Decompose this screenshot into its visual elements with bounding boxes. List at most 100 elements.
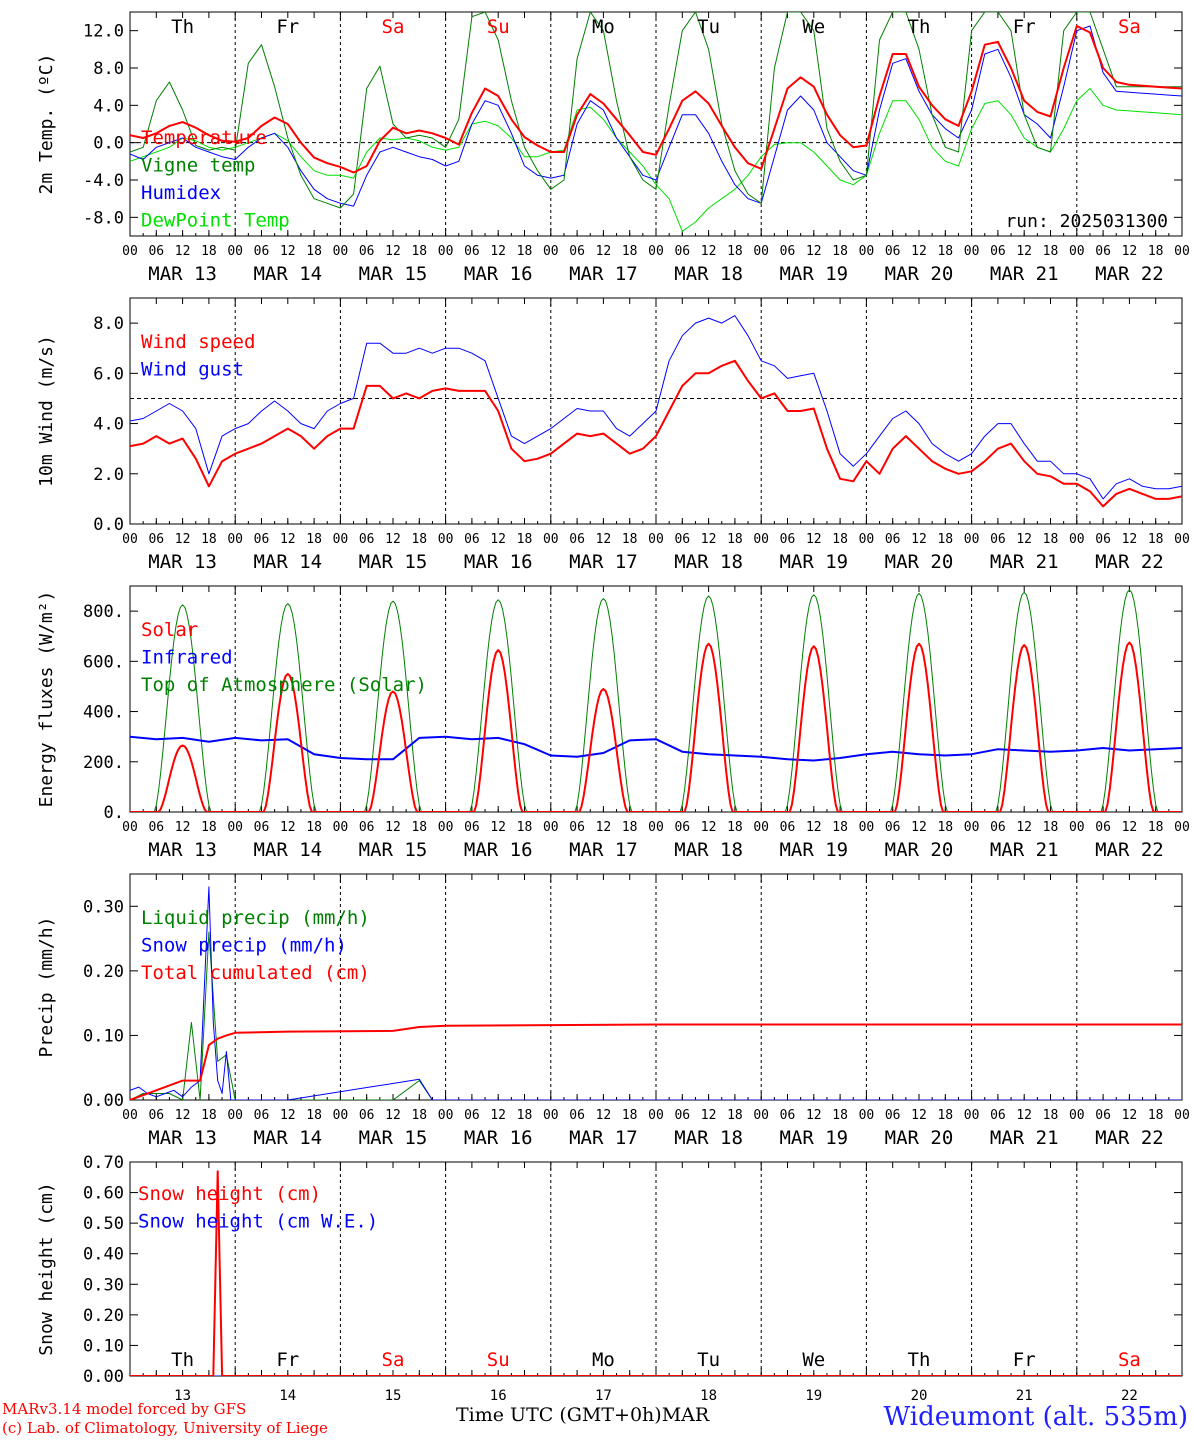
hour-tick-label: 00 (964, 532, 980, 547)
hour-tick-label: 18 (937, 1108, 953, 1123)
day-number-label: 21 (1016, 1388, 1033, 1404)
hour-tick-label: 12 (1122, 820, 1138, 835)
hour-tick-label: 00 (122, 532, 138, 547)
hour-tick-label: 18 (517, 820, 533, 835)
day-number-label: 14 (279, 1388, 296, 1404)
hour-tick-label: 06 (990, 244, 1006, 259)
series-humidex (130, 25, 1182, 207)
y-tick-label: 800. (83, 602, 124, 622)
hour-tick-label: 00 (964, 820, 980, 835)
date-label: MAR 16 (464, 839, 533, 861)
hour-tick-label: 06 (1095, 1108, 1111, 1123)
hour-tick-label: 00 (1174, 532, 1190, 547)
y-axis-label: 2m Temp. (ºC) (36, 54, 57, 195)
x-axis-title: Time UTC (GMT+0h)MAR (456, 1404, 709, 1426)
hour-tick-label: 18 (832, 244, 848, 259)
y-tick-label: 400. (83, 703, 124, 723)
date-label: MAR 14 (253, 1127, 322, 1149)
hour-tick-label: 18 (201, 244, 217, 259)
date-label: MAR 19 (779, 263, 848, 285)
date-label: MAR 17 (569, 1127, 638, 1149)
hour-tick-label: 18 (1148, 820, 1164, 835)
weekday-label: Th (908, 1349, 931, 1371)
date-label: MAR 14 (253, 263, 322, 285)
hour-tick-label: 18 (937, 820, 953, 835)
credit-lab: (c) Lab. of Climatology, University of L… (2, 1419, 328, 1437)
y-tick-label: 0. (104, 803, 124, 823)
panel-energy (129, 585, 1183, 813)
y-tick-label: -8.0 (83, 208, 124, 228)
hour-tick-label: 00 (227, 820, 243, 835)
y-tick-label: 0.20 (83, 1306, 124, 1326)
hour-tick-label: 06 (990, 1108, 1006, 1123)
hour-tick-label: 12 (806, 244, 822, 259)
hour-tick-label: 12 (280, 244, 296, 259)
hour-tick-label: 12 (175, 532, 191, 547)
hour-tick-label: 00 (333, 1108, 349, 1123)
date-label: MAR 13 (148, 1127, 217, 1149)
hour-tick-label: 12 (701, 820, 717, 835)
weekday-label: We (802, 16, 825, 38)
hour-tick-label: 06 (674, 820, 690, 835)
hour-tick-label: 12 (490, 820, 506, 835)
y-tick-label: 200. (83, 753, 124, 773)
hour-tick-label: 00 (438, 1108, 454, 1123)
hour-tick-label: 18 (622, 244, 638, 259)
hour-tick-label: 06 (464, 820, 480, 835)
hour-tick-label: 00 (753, 820, 769, 835)
hour-tick-label: 18 (411, 820, 427, 835)
date-label: MAR 20 (885, 551, 954, 573)
hour-tick-label: 06 (569, 532, 585, 547)
hour-tick-label: 06 (148, 820, 164, 835)
legend-entry: Total cumulated (cm) (141, 962, 370, 984)
y-tick-label: 0.20 (83, 962, 124, 982)
hour-tick-label: 12 (1122, 532, 1138, 547)
weekday-label: Tu (697, 16, 720, 38)
x-axis-title-text: Time UTC (GMT+0h) (456, 1404, 662, 1426)
hour-tick-label: 06 (885, 820, 901, 835)
date-label: MAR 18 (674, 263, 743, 285)
hour-tick-label: 00 (859, 532, 875, 547)
date-label: MAR 16 (464, 551, 533, 573)
hour-tick-label: 12 (806, 1108, 822, 1123)
run-label: run: 2025031300 (1005, 211, 1168, 232)
date-label: MAR 18 (674, 1127, 743, 1149)
hour-tick-label: 00 (227, 532, 243, 547)
hour-tick-label: 18 (306, 244, 322, 259)
weekday-label: Su (487, 16, 510, 38)
date-label: MAR 14 (253, 839, 322, 861)
y-tick-label: 0.0 (93, 515, 124, 535)
hour-tick-label: 18 (201, 820, 217, 835)
hour-tick-label: 18 (937, 532, 953, 547)
hour-tick-label: 18 (306, 532, 322, 547)
hour-tick-label: 18 (727, 1108, 743, 1123)
y-tick-label: 0.30 (83, 1275, 124, 1295)
hour-tick-label: 18 (411, 244, 427, 259)
legend-entry: Top of Atmosphere (Solar) (141, 674, 427, 696)
hour-tick-label: 00 (1174, 244, 1190, 259)
x-axis-month: MAR (661, 1404, 710, 1426)
hour-tick-label: 00 (753, 1108, 769, 1123)
panel-snow (129, 1161, 1183, 1377)
weekday-label: Th (171, 16, 194, 38)
hour-tick-label: 00 (859, 820, 875, 835)
hour-tick-label: 18 (1043, 1108, 1059, 1123)
hour-tick-label: 06 (254, 820, 270, 835)
hour-tick-label: 12 (385, 820, 401, 835)
hour-tick-label: 06 (148, 1108, 164, 1123)
hour-tick-label: 12 (280, 820, 296, 835)
weekday-label: Sa (382, 16, 405, 38)
hour-tick-label: 00 (543, 244, 559, 259)
hour-tick-label: 06 (359, 820, 375, 835)
weekday-label: Sa (1118, 16, 1141, 38)
hour-tick-label: 12 (596, 1108, 612, 1123)
hour-tick-label: 06 (464, 532, 480, 547)
date-label: MAR 21 (990, 1127, 1059, 1149)
hour-tick-label: 00 (648, 244, 664, 259)
hour-tick-label: 06 (780, 820, 796, 835)
date-label: MAR 22 (1095, 1127, 1164, 1149)
hour-tick-label: 00 (227, 1108, 243, 1123)
y-tick-label: 0.10 (83, 1026, 124, 1046)
series-total-cumulated (130, 1023, 1182, 1100)
